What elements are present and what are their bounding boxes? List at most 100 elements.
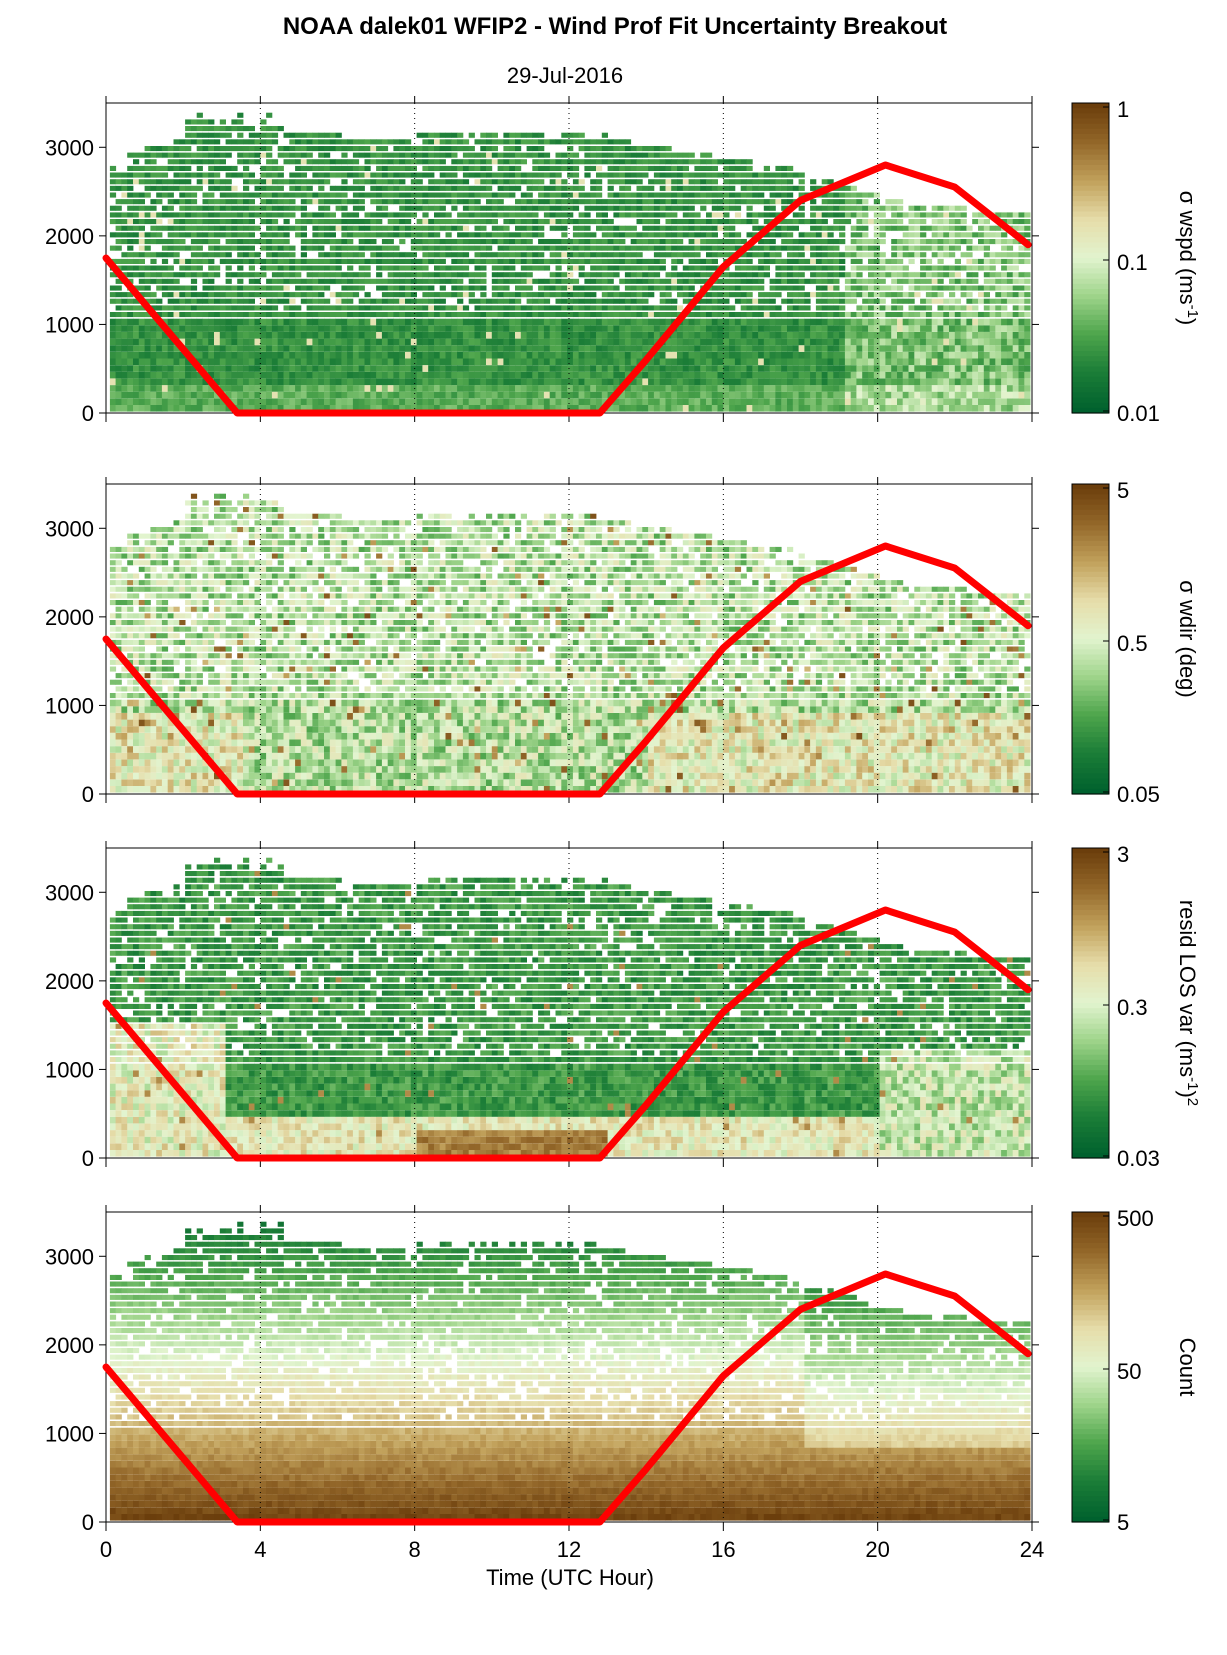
heatmap-cell bbox=[607, 391, 614, 399]
heatmap-cell bbox=[167, 185, 174, 191]
heatmap-cell bbox=[873, 265, 880, 271]
heatmap-cell bbox=[376, 312, 383, 318]
heatmap-cell bbox=[746, 252, 753, 258]
heatmap-cell bbox=[532, 391, 539, 399]
heatmap-cell bbox=[260, 258, 267, 264]
heatmap-cell bbox=[387, 358, 394, 366]
heatmap-cell bbox=[775, 292, 782, 298]
heatmap-cell bbox=[659, 159, 666, 165]
heatmap-cell bbox=[624, 192, 632, 198]
heatmap-cell bbox=[422, 132, 429, 138]
heatmap-cell bbox=[624, 159, 632, 165]
heatmap-cell bbox=[567, 312, 574, 318]
heatmap-cell bbox=[457, 351, 464, 359]
heatmap-cell bbox=[491, 358, 498, 366]
heatmap-cell bbox=[381, 318, 389, 326]
heatmap-cell bbox=[341, 252, 348, 258]
heatmap-cell bbox=[410, 192, 417, 198]
heatmap-cell bbox=[324, 371, 331, 379]
heatmap-cell bbox=[185, 338, 192, 346]
heatmap-cell bbox=[810, 378, 817, 386]
heatmap-cell bbox=[138, 312, 145, 318]
heatmap-cell bbox=[653, 305, 661, 311]
heatmap-cell bbox=[445, 385, 452, 392]
heatmap-cell bbox=[271, 132, 279, 138]
heatmap-cell bbox=[416, 338, 423, 346]
heatmap-cell bbox=[243, 345, 250, 352]
heatmap-cell bbox=[700, 332, 707, 339]
heatmap-cell bbox=[596, 325, 603, 332]
heatmap-cell bbox=[266, 292, 273, 298]
heatmap-cell bbox=[179, 298, 186, 304]
heatmap-cell bbox=[758, 278, 765, 284]
heatmap-cell bbox=[624, 338, 632, 346]
heatmap-cell bbox=[243, 258, 250, 264]
heatmap-cell bbox=[821, 285, 828, 291]
heatmap-cell bbox=[115, 312, 122, 318]
heatmap-cell bbox=[248, 378, 255, 386]
heatmap-cell bbox=[532, 139, 539, 145]
heatmap-cell bbox=[156, 192, 163, 198]
heatmap-cell bbox=[133, 225, 140, 231]
heatmap-cell bbox=[885, 318, 892, 326]
heatmap-cell bbox=[335, 345, 342, 352]
heatmap-cell bbox=[572, 225, 580, 231]
heatmap-cell bbox=[422, 325, 429, 332]
heatmap-cell bbox=[260, 385, 267, 392]
heatmap-cell bbox=[329, 318, 336, 326]
heatmap-cell bbox=[196, 172, 203, 178]
heatmap-cell bbox=[318, 365, 325, 372]
heatmap-cell bbox=[144, 179, 151, 185]
heatmap-cell bbox=[318, 172, 325, 178]
heatmap-cell bbox=[358, 245, 365, 251]
heatmap-cell bbox=[758, 305, 765, 311]
heatmap-cell bbox=[682, 159, 689, 165]
heatmap-cell bbox=[468, 338, 475, 346]
heatmap-cell bbox=[144, 232, 151, 238]
heatmap-cell bbox=[225, 239, 232, 245]
heatmap-cell bbox=[225, 152, 232, 158]
heatmap-cell bbox=[480, 232, 487, 238]
heatmap-cell bbox=[370, 378, 377, 386]
heatmap-cell bbox=[509, 398, 516, 405]
heatmap-cell bbox=[515, 391, 522, 399]
heatmap-cell bbox=[491, 139, 498, 145]
heatmap-cell bbox=[671, 225, 678, 231]
heatmap-cell bbox=[231, 292, 238, 298]
heatmap-cell bbox=[503, 205, 510, 211]
heatmap-cell bbox=[225, 325, 232, 332]
heatmap-cell bbox=[185, 391, 192, 399]
heatmap-cell bbox=[677, 332, 684, 339]
heatmap-cell bbox=[341, 185, 348, 191]
heatmap-cell bbox=[393, 358, 400, 366]
heatmap-cell bbox=[688, 371, 695, 379]
heatmap-cell bbox=[879, 278, 886, 284]
heatmap-cell bbox=[665, 252, 672, 258]
heatmap-cell bbox=[868, 358, 875, 366]
heatmap-cell bbox=[810, 358, 817, 366]
heatmap-cell bbox=[266, 325, 273, 332]
heatmap-cell bbox=[271, 205, 279, 211]
heatmap-cell bbox=[839, 239, 846, 245]
heatmap-cell bbox=[723, 391, 730, 399]
heatmap-cell bbox=[862, 371, 869, 379]
heatmap-cell bbox=[480, 305, 487, 311]
heatmap-cell bbox=[873, 332, 880, 339]
heatmap-cell bbox=[723, 345, 730, 352]
heatmap-cell bbox=[515, 325, 522, 332]
heatmap-cell bbox=[352, 159, 360, 165]
heatmap-cell bbox=[434, 305, 441, 311]
heatmap-cell bbox=[405, 199, 412, 205]
heatmap-cell bbox=[491, 152, 498, 158]
heatmap-cell bbox=[109, 332, 117, 339]
heatmap-cell bbox=[271, 285, 279, 291]
heatmap-cell bbox=[567, 139, 574, 145]
heatmap-cell bbox=[480, 152, 487, 158]
heatmap-cell bbox=[312, 139, 319, 145]
heatmap-cell bbox=[798, 245, 805, 251]
heatmap-cell bbox=[312, 225, 319, 231]
heatmap-cell bbox=[289, 278, 296, 284]
heatmap-cell bbox=[497, 278, 504, 284]
heatmap-cell bbox=[179, 199, 186, 205]
heatmap-cell bbox=[156, 345, 163, 352]
